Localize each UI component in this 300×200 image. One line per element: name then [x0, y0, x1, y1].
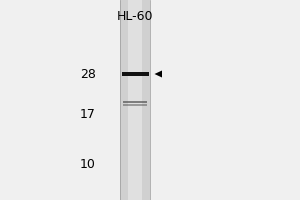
FancyBboxPatch shape [128, 0, 142, 200]
Text: HL-60: HL-60 [117, 10, 153, 23]
FancyBboxPatch shape [122, 72, 148, 76]
Polygon shape [154, 71, 162, 77]
FancyBboxPatch shape [120, 0, 150, 200]
FancyBboxPatch shape [123, 104, 147, 106]
Text: 28: 28 [80, 68, 96, 80]
Text: 10: 10 [80, 158, 96, 170]
Text: 17: 17 [80, 108, 96, 120]
FancyBboxPatch shape [123, 101, 147, 103]
